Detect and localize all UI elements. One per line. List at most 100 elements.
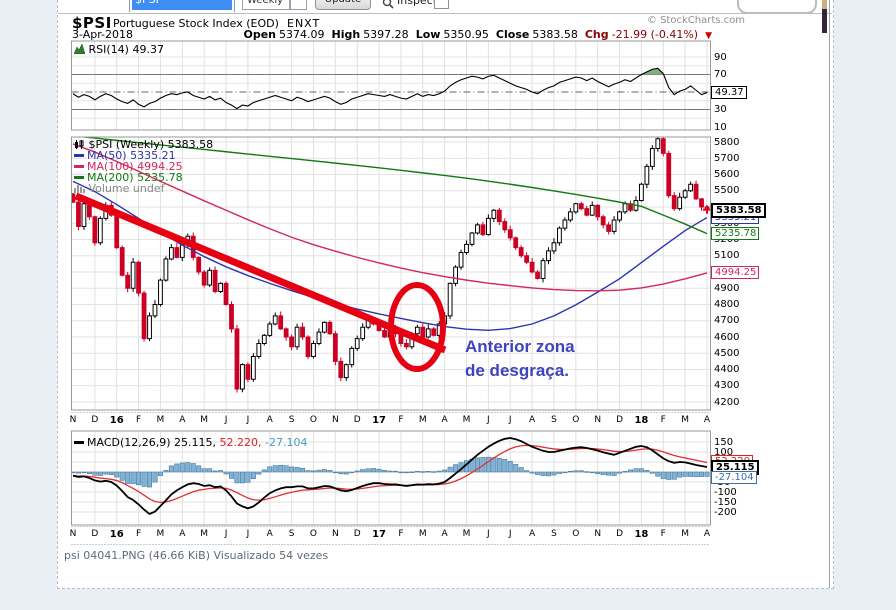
price-axis-label: 4200	[714, 396, 740, 408]
price-axis-label: 4700	[714, 315, 740, 327]
price-axis-label: 5600	[714, 169, 740, 180]
price-axis-label: 5800	[714, 136, 740, 148]
low-value: 5350.95	[443, 28, 489, 41]
month-label: S	[551, 414, 557, 425]
month-label: M	[462, 528, 471, 539]
month-label: N	[69, 414, 77, 425]
month-label: A	[266, 414, 273, 425]
high-label: High	[331, 28, 361, 41]
month-label: J	[487, 528, 490, 539]
month-label: S	[288, 528, 295, 539]
month-label: D	[91, 528, 99, 539]
symbol-input[interactable]: $PSI	[129, 0, 235, 12]
down-triangle-icon: ▼	[705, 31, 712, 41]
ma200-line-icon	[74, 176, 84, 179]
volume-legend: Volume undef	[74, 182, 164, 195]
symbol-input-selection: $PSI	[132, 0, 232, 10]
month-label: M	[418, 528, 427, 539]
month-label: A	[441, 414, 448, 425]
month-label: D	[616, 528, 624, 539]
ma200-legend: MA(200) 5235.78	[74, 171, 183, 184]
month-label: J	[508, 528, 512, 539]
period-select-arrow[interactable]	[290, 0, 307, 10]
ma200-legend-text: MA(200) 5235.78	[87, 171, 183, 184]
month-label: F	[660, 414, 666, 425]
macd-axis-label: 150	[714, 436, 734, 448]
month-label: J	[246, 414, 250, 425]
forum-post-box	[57, 0, 834, 589]
inspect-checkbox[interactable]	[434, 0, 449, 9]
annotation-text-line2: de desgraça.	[465, 361, 569, 380]
rsi-value-tag: 49.37	[711, 86, 747, 100]
chart-symbol: $PSI	[72, 14, 112, 32]
ohlc-quote-row: Open 5374.09 High 5397.28 Low 5350.95 Close 538…	[243, 28, 712, 41]
ma50-legend-text: MA(50) 5335.21	[87, 149, 176, 162]
month-label: A	[703, 528, 711, 539]
chart-exchange: ENXT	[287, 17, 321, 30]
month-label: O	[572, 528, 580, 539]
month-label: S	[551, 528, 557, 539]
macd-axis-label: 100	[714, 446, 734, 458]
month-label: A	[703, 414, 711, 425]
rsi-axis-label: 70	[714, 69, 727, 80]
month-label: A	[529, 414, 536, 425]
month-label: D	[616, 414, 624, 425]
chg-label: Chg	[584, 28, 609, 41]
ma100-legend: MA(100) 4994.25	[74, 160, 183, 173]
copyright: © StockCharts.com	[646, 15, 745, 26]
ma100-line-icon	[74, 165, 84, 168]
ma100-legend-text: MA(100) 4994.25	[87, 160, 183, 173]
month-label: O	[572, 414, 580, 425]
month-label: M	[462, 414, 471, 425]
macd-value-tag: -27.104	[711, 470, 757, 484]
close-value: 5383.58	[532, 28, 578, 41]
price-axis-label: 5700	[714, 152, 740, 164]
macd-axis-label: -200	[714, 506, 737, 518]
month-label: 16	[109, 414, 124, 426]
high-value: 5397.28	[363, 28, 409, 41]
open-value: 5374.09	[279, 28, 325, 41]
month-label: J	[224, 528, 228, 539]
price-axis-label: 4400	[714, 364, 740, 375]
price-axis-label: 4500	[714, 347, 740, 359]
scrollbar-thumb[interactable]	[822, 9, 827, 33]
month-label: F	[398, 528, 404, 539]
price-value-tag: 5383.58	[711, 203, 766, 219]
price-legend: $PSI (Weekly) 5383.58	[74, 138, 213, 151]
update-button[interactable]: Update	[315, 0, 371, 10]
scrollbar-track[interactable]	[829, 0, 830, 588]
month-label: J	[508, 414, 512, 425]
macd-axis-label: -150	[714, 496, 737, 508]
month-label: M	[156, 528, 165, 539]
price-axis-label: 5100	[714, 250, 740, 262]
period-select[interactable]: Weekly	[242, 0, 290, 10]
month-label: A	[441, 528, 448, 539]
chg-value: -21.99 (-0.41%)	[611, 28, 699, 41]
macd-axis-label: -100	[714, 486, 737, 498]
rsi-axis-label: 30	[714, 104, 727, 115]
price-axis-label: 4300	[714, 380, 740, 392]
macd-legend-main: MACD(12,26,9) 25.115,	[87, 436, 217, 449]
month-label: M	[200, 528, 209, 539]
month-label: 18	[634, 414, 649, 426]
month-label: D	[353, 414, 361, 425]
month-label: J	[246, 528, 250, 539]
price-axis-label: 4900	[714, 282, 740, 294]
price-value-tag: 5235.78	[711, 227, 760, 241]
price-legend-text: $PSI (Weekly) 5383.58	[88, 138, 214, 151]
month-label: 16	[109, 528, 124, 540]
price-axis-label: 5500	[714, 185, 740, 197]
volume-legend-text: Volume undef	[88, 182, 165, 195]
month-label: O	[309, 528, 318, 539]
month-label: M	[418, 414, 427, 425]
macd-line-icon	[74, 441, 84, 444]
price-value-tag: 4994.25	[711, 266, 760, 280]
price-axis-label: 4800	[714, 299, 740, 310]
month-label: A	[266, 528, 273, 539]
close-label: Close	[495, 28, 530, 41]
inspect-label: Inspect	[397, 0, 438, 7]
macd-legend-hist: -27.104	[265, 436, 308, 449]
month-label: F	[135, 414, 142, 425]
